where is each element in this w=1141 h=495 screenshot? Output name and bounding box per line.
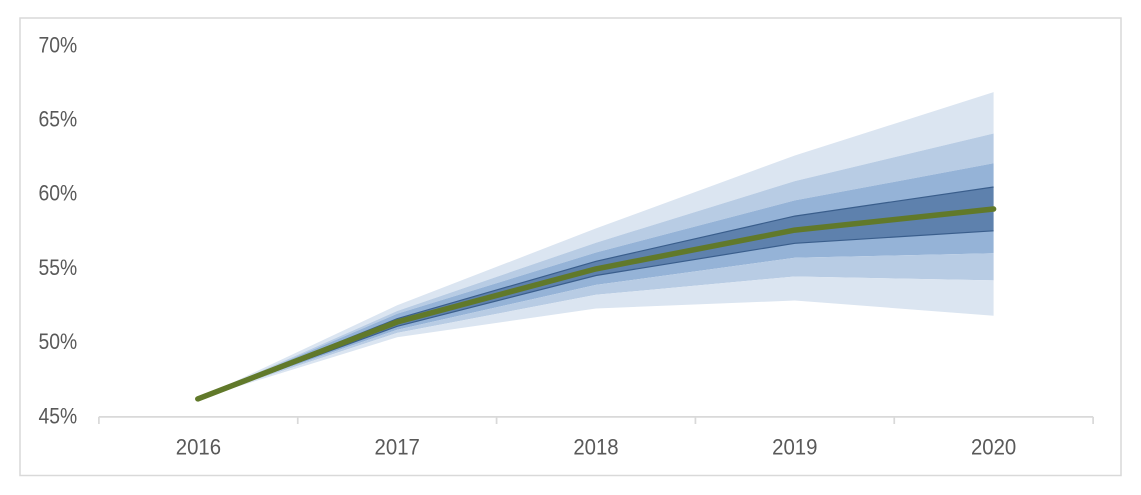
svg-text:60%: 60%: [39, 181, 78, 206]
svg-text:2018: 2018: [573, 435, 618, 460]
svg-text:65%: 65%: [39, 107, 78, 132]
svg-text:45%: 45%: [39, 403, 78, 428]
svg-text:2016: 2016: [176, 435, 221, 460]
svg-text:50%: 50%: [39, 329, 78, 354]
svg-text:2019: 2019: [772, 435, 817, 460]
svg-text:55%: 55%: [39, 255, 78, 280]
svg-text:2017: 2017: [375, 435, 420, 460]
svg-text:70%: 70%: [39, 32, 78, 57]
svg-text:2020: 2020: [971, 435, 1016, 460]
